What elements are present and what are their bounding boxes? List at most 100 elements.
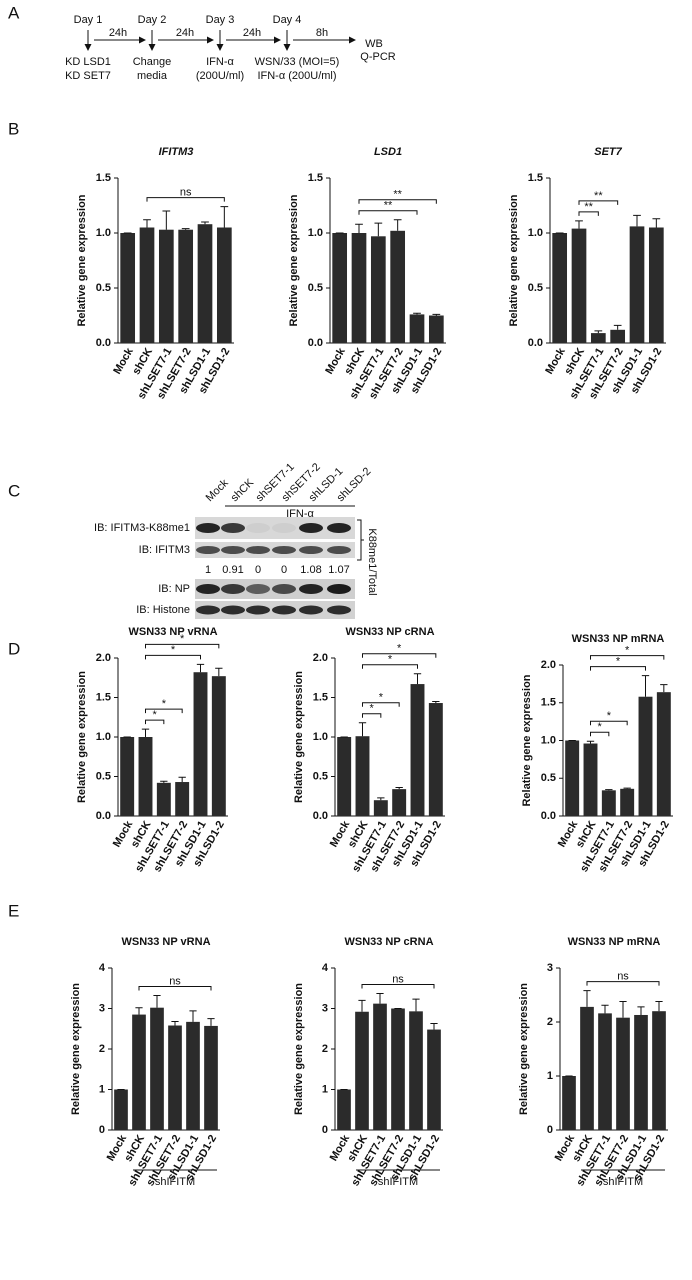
step-text: WSN/33 (MOI=5) [255,56,340,68]
error-bar [583,990,591,1007]
bar [428,703,443,816]
y-axis-label: Relative gene expression [70,983,82,1115]
group-label: shIFITM [603,1176,643,1188]
band [299,546,323,554]
bar [158,229,174,343]
y-tick-label: 4 [322,962,329,974]
bar [373,1003,387,1130]
significance-bracket [590,720,628,726]
bar [392,789,407,816]
band [196,546,220,554]
bar [197,224,213,343]
y-tick-label: 1.5 [96,691,111,703]
bar [610,329,626,343]
significance-label: ns [392,973,404,985]
error-bar [215,667,223,677]
band [221,584,245,594]
significance-label: * [388,654,393,666]
ratio: 1.08 [300,564,321,576]
bar [629,226,645,343]
error-bar [413,673,422,685]
bar [391,1008,405,1130]
bar [175,782,190,816]
bar [355,1011,369,1130]
error-bar [358,722,367,737]
error-bar [613,324,622,330]
y-tick-label: 0 [322,1124,328,1136]
y-axis-label: Relative gene expression [76,194,88,326]
y-tick-label: 1.0 [528,227,543,239]
y-tick-label: 1 [322,1083,328,1095]
band [246,523,270,533]
bar [580,1006,594,1130]
significance-label: ns [180,187,192,199]
significance-label: * [180,633,185,645]
band [299,523,323,533]
bar [409,314,425,343]
interval: 24h [176,27,194,39]
end-step: WB [365,38,383,50]
ratio: 1.07 [328,564,349,576]
band [272,605,296,615]
significance-label: * [598,721,603,733]
chart-title: IFITM3 [159,146,194,158]
y-axis-label: Relative gene expression [293,983,305,1115]
chart-title: WSN33 NP mRNA [572,633,665,645]
significance-bracket [590,731,610,737]
band [299,605,323,615]
y-tick-label: 1.5 [541,697,556,709]
bar [120,737,135,816]
bar [620,788,635,816]
error-bar [189,1010,197,1022]
significance-label: ns [169,975,181,987]
y-axis-label: Relative gene expression [508,194,520,326]
step-text: KD LSD1 [65,56,111,68]
day: Day 2 [138,14,167,26]
day: Day 4 [273,14,302,26]
y-axis-label: Relative gene expression [518,983,530,1115]
ratio: 0 [255,564,261,576]
significance-label: ** [584,201,593,213]
step-text: (200U/ml) [196,70,244,82]
band [196,584,220,594]
bar [216,227,232,343]
error-bar [655,1000,663,1012]
error-bar [633,214,641,227]
y-tick-label: 1.0 [96,227,111,239]
error-bar [135,1007,143,1015]
chart: LSD1 Relative gene expression 0.0 0.5 1.0 1.5… [288,146,446,401]
bar [204,1025,218,1130]
significance-bracket [578,200,619,205]
band [246,605,270,615]
bar [427,1029,441,1130]
bar [193,672,208,816]
ratio: 0.91 [222,564,243,576]
error-bar [355,223,363,233]
bar [656,692,671,816]
error-bar [594,330,603,334]
significance-label: ** [594,190,603,202]
significance-label: * [379,692,384,704]
significance-bracket [358,210,418,215]
step-text: media [137,70,168,82]
significance-bracket [362,713,382,718]
band [327,605,351,615]
bar [565,740,580,816]
significance-label: ** [384,200,393,212]
significance-bracket [362,702,400,707]
band [327,546,351,554]
error-bar [358,999,366,1012]
y-axis-label: Relative gene expression [288,194,300,326]
error-bar [207,1018,215,1026]
y-tick-label: 3 [99,1002,105,1014]
significance-label: * [153,709,158,721]
ratio-label: K88me1/Total [366,528,378,595]
significance-label: * [607,710,612,722]
bar [351,233,367,343]
bar [370,236,386,343]
panel-label: B [8,119,19,138]
end-step: Q-PCR [360,51,396,63]
interval: 24h [243,27,261,39]
bar [390,230,406,343]
